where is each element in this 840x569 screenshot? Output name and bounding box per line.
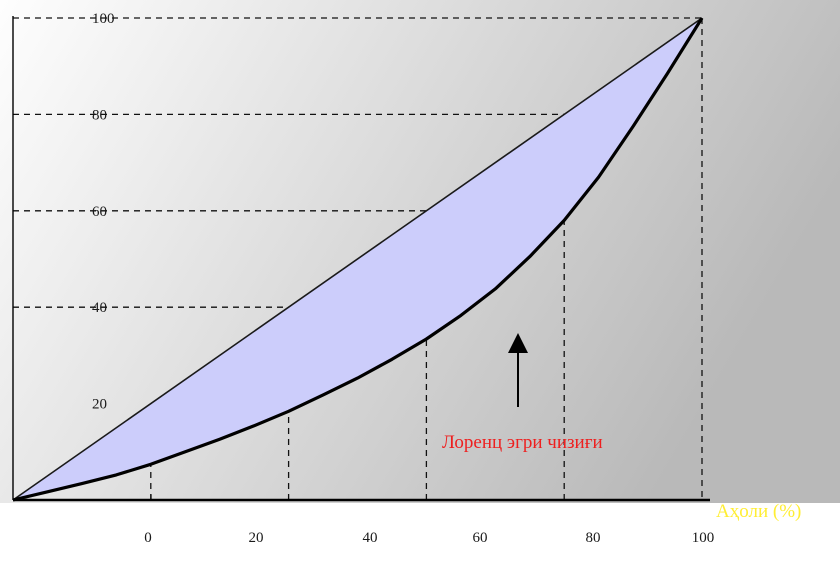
y-tick-label: 20 (92, 397, 107, 413)
x-tick-label: 80 (586, 530, 601, 546)
equality-line (12, 17, 703, 501)
x-tick-label: 100 (692, 530, 715, 546)
y-tick-label: 40 (92, 300, 107, 316)
x-tick-label: 20 (249, 530, 264, 546)
x-axis-label: Аҳоли (%) (716, 501, 801, 522)
y-tick-label: 80 (92, 107, 107, 123)
lorenz-curve (12, 17, 704, 502)
x-tick-label: 60 (473, 530, 488, 546)
lorenz-curve-annotation: Лоренц эгри чизиғи (442, 432, 603, 453)
y-tick-label: 100 (92, 11, 115, 27)
y-tick-label: 60 (92, 204, 107, 220)
x-tick-label: 40 (363, 530, 378, 546)
x-tick-label: 0 (144, 530, 152, 546)
y-tick-labels: 20 40 60 80 100 (92, 11, 115, 413)
guide-lines (13, 17, 703, 500)
x-tick-labels: 0 20 40 60 80 100 (144, 530, 714, 546)
